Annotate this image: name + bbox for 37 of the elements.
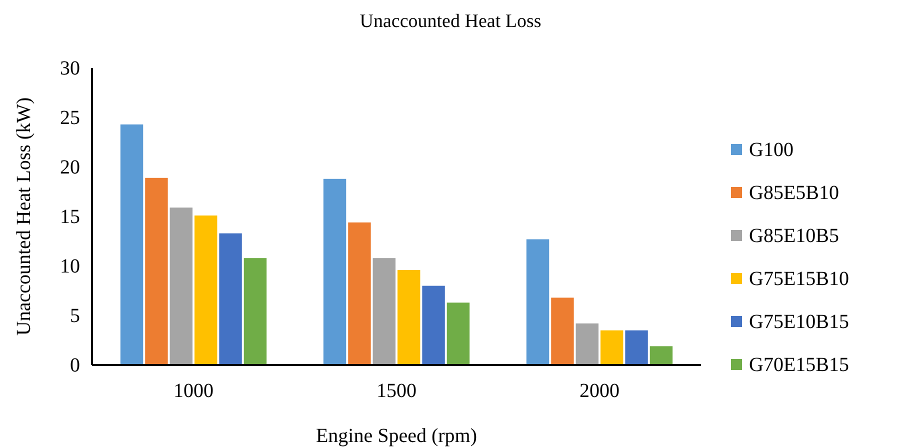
y-tick-label: 5 bbox=[70, 304, 80, 327]
y-tick-label: 25 bbox=[60, 106, 80, 129]
bar bbox=[120, 124, 144, 365]
bar bbox=[323, 178, 346, 365]
y-tick-label: 0 bbox=[70, 354, 80, 376]
y-tick-label: 15 bbox=[60, 206, 80, 228]
legend-label: G85E10B5 bbox=[749, 225, 839, 247]
bar bbox=[170, 208, 193, 365]
bar bbox=[194, 216, 218, 365]
legend-label: G70E15B15 bbox=[749, 354, 849, 376]
bar bbox=[348, 222, 371, 365]
legend-label: G75E15B10 bbox=[749, 268, 849, 290]
legend-label: G100 bbox=[749, 139, 794, 161]
legend-label: G75E10B15 bbox=[749, 311, 849, 333]
bar bbox=[397, 270, 420, 365]
bar bbox=[446, 302, 470, 365]
y-axis-title: Unaccounted Heat Loss (kW) bbox=[13, 97, 35, 336]
bar bbox=[650, 346, 673, 365]
bar bbox=[576, 323, 599, 365]
bar bbox=[219, 233, 242, 365]
bar bbox=[551, 298, 574, 365]
bar bbox=[526, 239, 550, 365]
x-tick-label: 2000 bbox=[580, 380, 620, 402]
y-tick-label: 30 bbox=[60, 57, 80, 80]
bar bbox=[244, 258, 267, 365]
y-tick-label: 10 bbox=[60, 255, 80, 278]
legend-label: G85E5B10 bbox=[749, 182, 839, 204]
bar bbox=[422, 286, 445, 365]
x-tick-label: 1000 bbox=[174, 380, 214, 402]
x-tick-label: 1500 bbox=[376, 380, 416, 402]
bar bbox=[372, 258, 396, 365]
bar bbox=[145, 178, 168, 365]
x-axis-title: Engine Speed (rpm) bbox=[316, 425, 478, 447]
y-tick-label: 20 bbox=[60, 156, 80, 178]
bar bbox=[625, 330, 648, 365]
chart-title: Unaccounted Heat Loss bbox=[360, 11, 542, 32]
bar bbox=[600, 330, 624, 365]
